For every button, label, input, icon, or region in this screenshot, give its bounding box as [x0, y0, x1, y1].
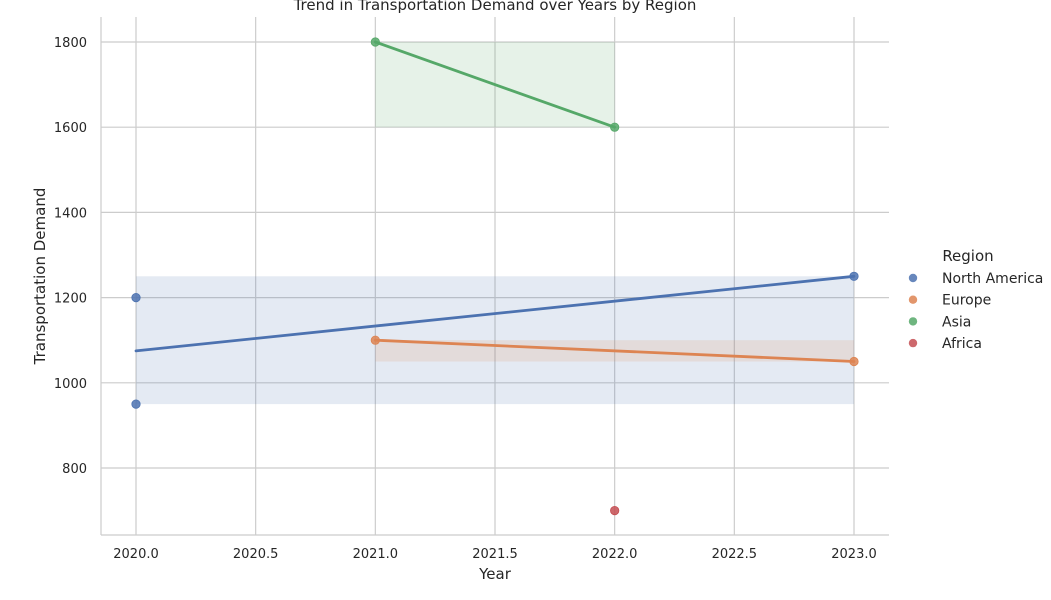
x-tick-label: 2021.0: [353, 547, 399, 562]
africa-data-point: [610, 505, 620, 516]
y-tick-label: 1000: [54, 377, 87, 392]
north-america-data-point: [131, 399, 141, 409]
y-axis-label: Transportation Demand: [31, 188, 49, 366]
legend: Region North America Europe Asia Africa: [908, 247, 1043, 352]
legend-label-europe: Europe: [942, 293, 991, 309]
grid: [101, 17, 889, 535]
y-tick-label: 1400: [54, 206, 87, 221]
chart-title: Trend in Transportation Demand over Year…: [293, 0, 697, 14]
north-america-data-point: [849, 271, 859, 281]
north-america-regression-line: [134, 274, 856, 353]
europe-data-point: [370, 335, 380, 345]
tick-labels: 2020.0 2020.5 2021.0 2021.5 2022.0 2022.5 2023…: [54, 36, 877, 562]
x-axis-label: Year: [478, 565, 512, 583]
europe-regression-line: [373, 338, 856, 363]
data-points: [131, 37, 859, 516]
asia-regression-line: [373, 40, 617, 129]
legend-label-north-america: North America: [942, 271, 1043, 287]
x-tick-label: 2020.5: [233, 547, 279, 562]
asia-data-point: [370, 37, 380, 47]
x-tick-label: 2022.5: [712, 547, 758, 562]
legend-title: Region: [942, 247, 993, 265]
asia-data-point: [610, 122, 620, 132]
north-america-data-point: [131, 292, 141, 303]
x-tick-label: 2023.0: [831, 547, 877, 562]
regression-lines: [134, 40, 856, 363]
europe-data-point: [849, 356, 859, 367]
legend-marker-europe: [908, 295, 918, 304]
y-tick-label: 1200: [54, 292, 87, 307]
x-tick-label: 2021.5: [472, 547, 518, 562]
x-tick-label: 2020.0: [113, 547, 159, 562]
x-tick-label: 2022.0: [592, 547, 638, 562]
y-tick-label: 1600: [54, 121, 87, 136]
legend-marker-north-america: [908, 273, 918, 283]
y-tick-label: 800: [62, 462, 87, 477]
legend-label-africa: Africa: [942, 336, 982, 352]
legend-marker-asia: [908, 317, 918, 326]
legend-label-asia: Asia: [942, 314, 971, 330]
axes-spines: [100, 17, 889, 536]
north-america-confidence-band: [136, 276, 854, 405]
y-tick-label: 1800: [54, 36, 87, 51]
legend-marker-africa: [908, 338, 918, 348]
